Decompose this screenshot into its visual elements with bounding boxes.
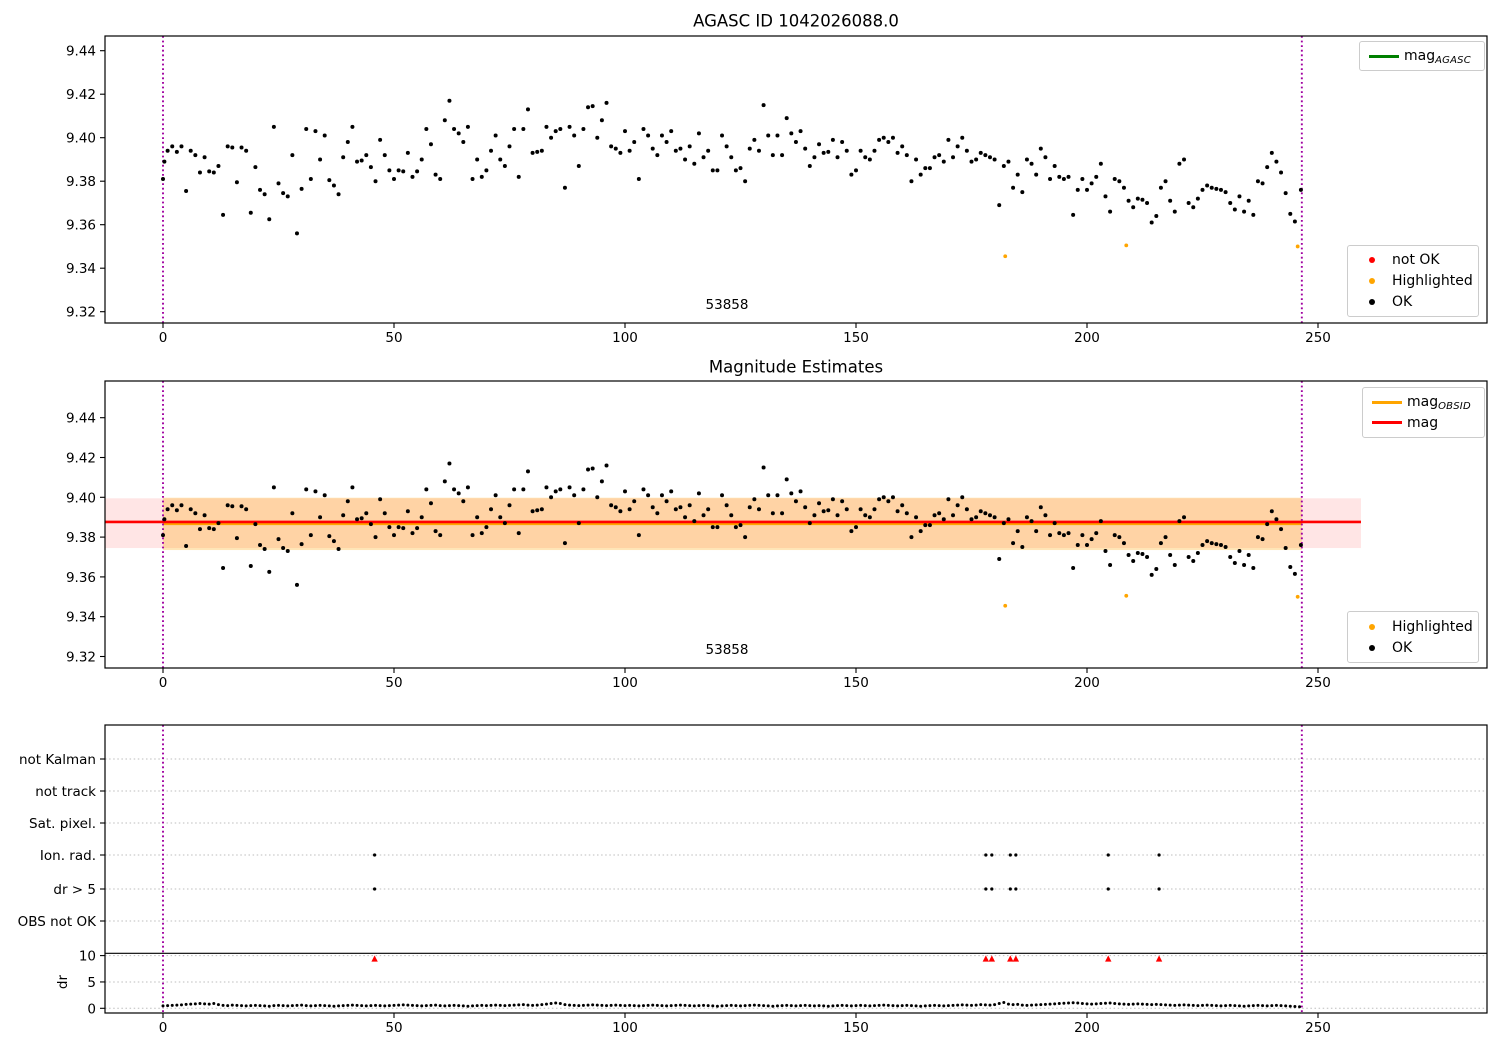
svg-text:200: 200 bbox=[1074, 675, 1100, 691]
legend-label: OK bbox=[1392, 293, 1413, 310]
svg-text:250: 250 bbox=[1305, 1020, 1331, 1036]
svg-text:200: 200 bbox=[1074, 330, 1100, 346]
chart1-title: AGASC ID 1042026088.0 bbox=[693, 11, 899, 31]
svg-text:9.44: 9.44 bbox=[66, 44, 96, 60]
legend-item: mag bbox=[1367, 413, 1476, 434]
svg-text:9.32: 9.32 bbox=[66, 305, 96, 321]
svg-text:9.40: 9.40 bbox=[66, 490, 96, 506]
svg-text:0: 0 bbox=[87, 1001, 96, 1017]
legend-item: Highlighted bbox=[1352, 271, 1473, 292]
svg-text:dr: dr bbox=[55, 974, 71, 989]
legend-mag-obsid: magOBSID mag bbox=[1362, 387, 1485, 438]
svg-text:0: 0 bbox=[159, 330, 168, 346]
ok-dot-marker bbox=[1352, 644, 1392, 651]
legend-label: OK bbox=[1392, 639, 1413, 656]
svg-text:dr > 5: dr > 5 bbox=[53, 882, 96, 898]
svg-text:150: 150 bbox=[843, 675, 869, 691]
svg-text:150: 150 bbox=[843, 330, 869, 346]
svg-text:0: 0 bbox=[159, 675, 168, 691]
legend-label: Highlighted bbox=[1392, 618, 1473, 635]
obsid-annotation-middle: 53858 bbox=[705, 642, 749, 658]
legend-item: not OK bbox=[1352, 250, 1470, 271]
ok-dot-marker bbox=[1352, 298, 1392, 305]
obsid-annotation-top: 53858 bbox=[705, 297, 749, 313]
svg-text:OBS not OK: OBS not OK bbox=[18, 914, 98, 930]
legend-label: Highlighted bbox=[1392, 273, 1473, 289]
svg-text:9.32: 9.32 bbox=[66, 650, 96, 666]
highlighted-dot-marker bbox=[1352, 278, 1392, 284]
svg-text:200: 200 bbox=[1074, 1020, 1100, 1036]
svg-text:9.44: 9.44 bbox=[66, 411, 96, 427]
svg-text:150: 150 bbox=[843, 1020, 869, 1036]
svg-text:50: 50 bbox=[385, 675, 402, 691]
svg-text:9.42: 9.42 bbox=[66, 451, 96, 467]
legend-label: magOBSID bbox=[1407, 394, 1471, 413]
legend-label: mag bbox=[1407, 414, 1439, 431]
highlighted-dot-marker bbox=[1352, 623, 1392, 630]
svg-text:10: 10 bbox=[79, 949, 96, 965]
svg-text:Ion. rad.: Ion. rad. bbox=[40, 848, 96, 864]
legend-label: not OK bbox=[1392, 252, 1440, 269]
chart2-title: Magnitude Estimates bbox=[708, 357, 884, 377]
mag-agasc-line-marker bbox=[1364, 54, 1404, 58]
svg-text:9.42: 9.42 bbox=[66, 87, 96, 103]
svg-text:9.40: 9.40 bbox=[66, 131, 96, 147]
legend-item: OK bbox=[1352, 637, 1470, 658]
mag-line-marker bbox=[1367, 421, 1407, 425]
svg-text:250: 250 bbox=[1305, 675, 1331, 691]
legend-status-top: not OK Highlighted OK bbox=[1347, 245, 1479, 317]
svg-text:9.36: 9.36 bbox=[66, 570, 96, 586]
legend-mag-agasc: magAGASC bbox=[1359, 41, 1485, 71]
svg-text:9.38: 9.38 bbox=[66, 174, 96, 190]
svg-text:Sat. pixel.: Sat. pixel. bbox=[29, 816, 96, 832]
legend-item: OK bbox=[1352, 291, 1470, 312]
svg-text:50: 50 bbox=[385, 330, 402, 346]
svg-text:9.34: 9.34 bbox=[66, 261, 96, 277]
svg-text:9.34: 9.34 bbox=[66, 610, 96, 626]
mag-obsid-line-marker bbox=[1367, 400, 1407, 404]
legend-item: magAGASC bbox=[1364, 46, 1476, 66]
svg-text:100: 100 bbox=[612, 675, 638, 691]
legend-label: magAGASC bbox=[1404, 48, 1471, 66]
not-ok-dot-marker bbox=[1352, 257, 1392, 264]
svg-text:not Kalman: not Kalman bbox=[19, 752, 96, 768]
svg-text:0: 0 bbox=[159, 1020, 168, 1036]
svg-text:9.36: 9.36 bbox=[66, 218, 96, 234]
svg-text:250: 250 bbox=[1305, 330, 1331, 346]
svg-text:not track: not track bbox=[35, 784, 96, 800]
legend-status-middle: Highlighted OK bbox=[1347, 611, 1479, 663]
svg-text:5: 5 bbox=[87, 975, 96, 991]
legend-item: magOBSID bbox=[1367, 392, 1476, 413]
svg-text:100: 100 bbox=[612, 1020, 638, 1036]
svg-text:9.38: 9.38 bbox=[66, 530, 96, 546]
svg-text:100: 100 bbox=[612, 330, 638, 346]
svg-text:50: 50 bbox=[385, 1020, 402, 1036]
legend-item: Highlighted bbox=[1352, 616, 1473, 637]
